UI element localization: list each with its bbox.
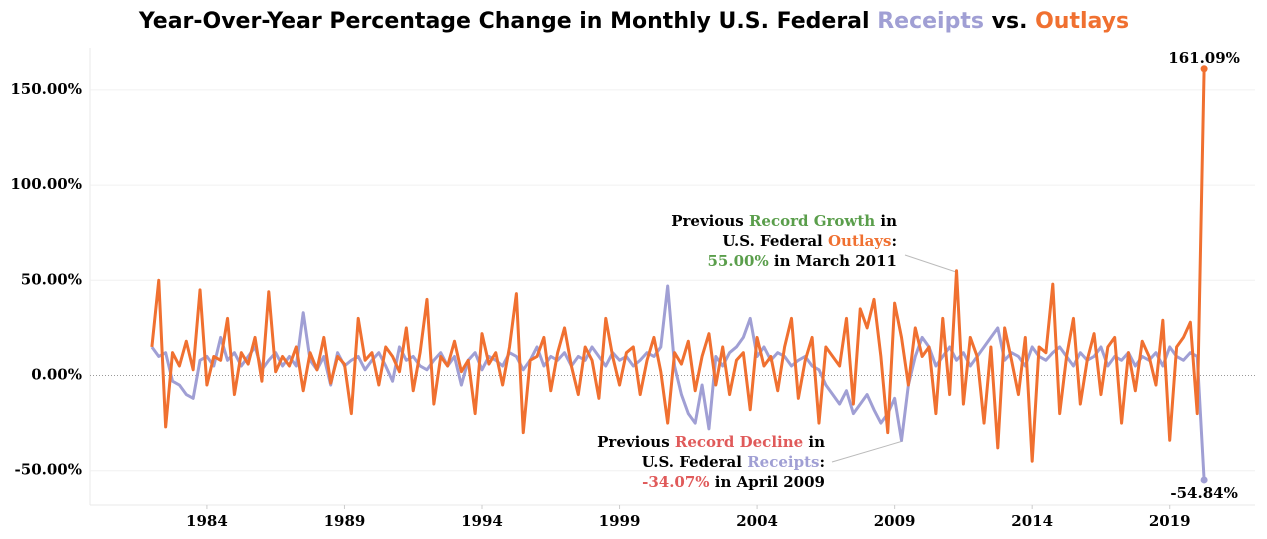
chart-title-part: Outlays bbox=[1035, 9, 1129, 34]
chart-title-part: Receipts bbox=[877, 9, 984, 34]
annotation-line: Previous Record Growth in bbox=[671, 212, 897, 230]
y-tick-label: 50.00% bbox=[21, 270, 82, 288]
x-tick-label: 1989 bbox=[324, 512, 366, 530]
annotation-line-part: Record Growth bbox=[749, 212, 875, 230]
chart-title: Year-Over-Year Percentage Change in Mont… bbox=[138, 9, 1129, 34]
annotation-line-part: : bbox=[891, 232, 897, 250]
annotation-line-part: Previous bbox=[597, 433, 675, 451]
annotation-line: 55.00% in March 2011 bbox=[707, 252, 897, 270]
x-tick-label: 2004 bbox=[736, 512, 778, 530]
annotation-line: -34.07% in April 2009 bbox=[642, 473, 825, 491]
data-label: -54.84% bbox=[1170, 484, 1237, 502]
annotation-line-part: in bbox=[875, 212, 897, 230]
series-line bbox=[150, 284, 1206, 481]
x-tick-label: 2019 bbox=[1149, 512, 1191, 530]
y-tick-label: 0.00% bbox=[31, 366, 82, 384]
series-line bbox=[150, 68, 1206, 463]
chart-title-part: Year-Over-Year Percentage Change in Mont… bbox=[138, 9, 877, 34]
annotation-line-part: -34.07% bbox=[642, 473, 709, 491]
data-label: 161.09% bbox=[1168, 49, 1240, 67]
x-tick-label: 1984 bbox=[186, 512, 228, 530]
annotation-line-part: Previous bbox=[671, 212, 749, 230]
annotation-line-part: in bbox=[803, 433, 825, 451]
annotation-line-part: : bbox=[819, 453, 825, 471]
x-tick-label: 1994 bbox=[461, 512, 503, 530]
x-tick-label: 2014 bbox=[1011, 512, 1053, 530]
y-tick-label: 100.00% bbox=[10, 175, 82, 193]
annotation-line-part: Outlays bbox=[828, 232, 891, 250]
annotation-line-part: U.S. Federal bbox=[642, 453, 748, 471]
annotation-line: U.S. Federal Outlays: bbox=[722, 232, 897, 250]
annotation-line-part: in April 2009 bbox=[710, 473, 825, 491]
annotation-line-part: in March 2011 bbox=[769, 252, 897, 270]
chart-title-part: vs. bbox=[984, 9, 1035, 34]
decline-leader bbox=[831, 440, 904, 463]
annotation-line: Previous Record Decline in bbox=[597, 433, 825, 451]
x-tick-label: 1999 bbox=[599, 512, 641, 530]
annotation-line: U.S. Federal Receipts: bbox=[642, 453, 825, 471]
annotation-line-part: Receipts bbox=[747, 453, 819, 471]
annotation-line-part: Record Decline bbox=[675, 433, 803, 451]
end-point bbox=[1200, 476, 1208, 484]
y-tick-label: 150.00% bbox=[10, 80, 82, 98]
y-tick-label: -50.00% bbox=[15, 461, 82, 479]
annotation-line-part: 55.00% bbox=[707, 252, 768, 270]
annotation-line-part: U.S. Federal bbox=[722, 232, 828, 250]
x-tick-label: 2009 bbox=[874, 512, 916, 530]
growth-leader bbox=[904, 254, 957, 273]
end-point bbox=[1200, 65, 1208, 73]
